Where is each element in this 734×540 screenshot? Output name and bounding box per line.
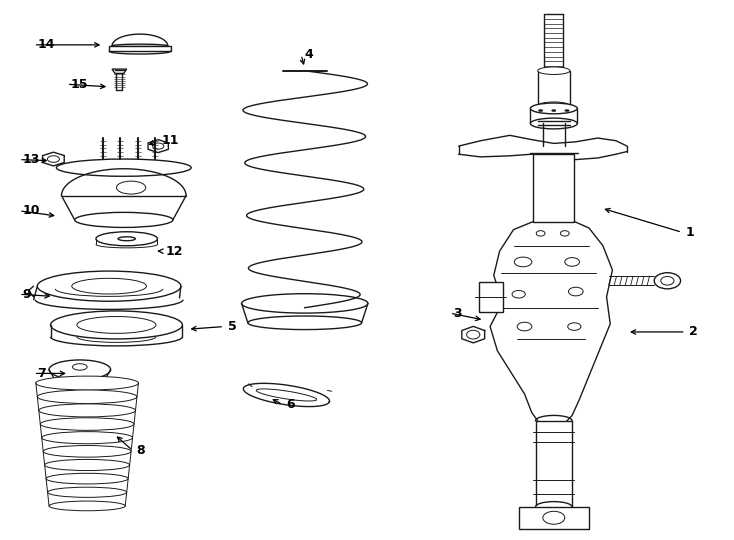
Ellipse shape [543,511,564,524]
Ellipse shape [537,231,545,236]
Ellipse shape [37,390,137,403]
Ellipse shape [531,103,577,114]
Ellipse shape [49,360,111,379]
Text: 9: 9 [23,288,32,301]
Text: 12: 12 [166,245,183,258]
Bar [479,282,503,312]
Ellipse shape [564,258,579,266]
Bar [109,46,170,51]
Ellipse shape [36,376,139,390]
Text: 4: 4 [305,48,313,61]
Polygon shape [112,69,127,73]
Ellipse shape [561,231,569,236]
Bar [519,507,589,529]
Ellipse shape [96,232,158,246]
Ellipse shape [49,501,126,511]
Text: 10: 10 [23,204,40,217]
Text: 8: 8 [137,444,145,457]
Ellipse shape [467,330,480,339]
Ellipse shape [39,404,136,417]
Bar [534,154,574,221]
Ellipse shape [42,431,133,444]
Ellipse shape [661,276,674,285]
Ellipse shape [539,110,543,112]
Ellipse shape [37,271,181,301]
Text: 13: 13 [23,153,40,166]
Ellipse shape [538,102,570,110]
Ellipse shape [48,156,59,163]
Bar [538,71,570,106]
Ellipse shape [531,118,577,129]
Ellipse shape [552,110,556,112]
Text: 6: 6 [286,398,295,411]
Ellipse shape [512,291,526,298]
Ellipse shape [568,287,583,296]
Text: 7: 7 [37,367,46,380]
Text: 3: 3 [454,307,462,320]
Ellipse shape [564,110,569,112]
Ellipse shape [515,257,532,267]
Ellipse shape [538,67,570,75]
Ellipse shape [43,446,131,457]
Ellipse shape [40,418,134,430]
Ellipse shape [48,487,127,497]
Text: 15: 15 [70,78,88,91]
Text: 1: 1 [686,226,694,239]
Ellipse shape [57,159,191,176]
Bar [536,421,572,507]
Text: 14: 14 [37,38,55,51]
Ellipse shape [517,322,532,331]
Ellipse shape [117,181,146,194]
Ellipse shape [567,323,581,330]
Ellipse shape [45,460,130,470]
Ellipse shape [654,273,680,289]
Text: 2: 2 [689,326,698,339]
Ellipse shape [58,380,102,389]
Ellipse shape [153,143,164,149]
Ellipse shape [73,364,87,370]
Ellipse shape [46,473,128,484]
Ellipse shape [51,311,182,339]
Ellipse shape [536,502,572,512]
Text: 11: 11 [162,134,179,147]
Ellipse shape [75,212,173,227]
Text: 5: 5 [228,320,236,333]
Ellipse shape [118,237,135,241]
Bar [531,109,577,124]
